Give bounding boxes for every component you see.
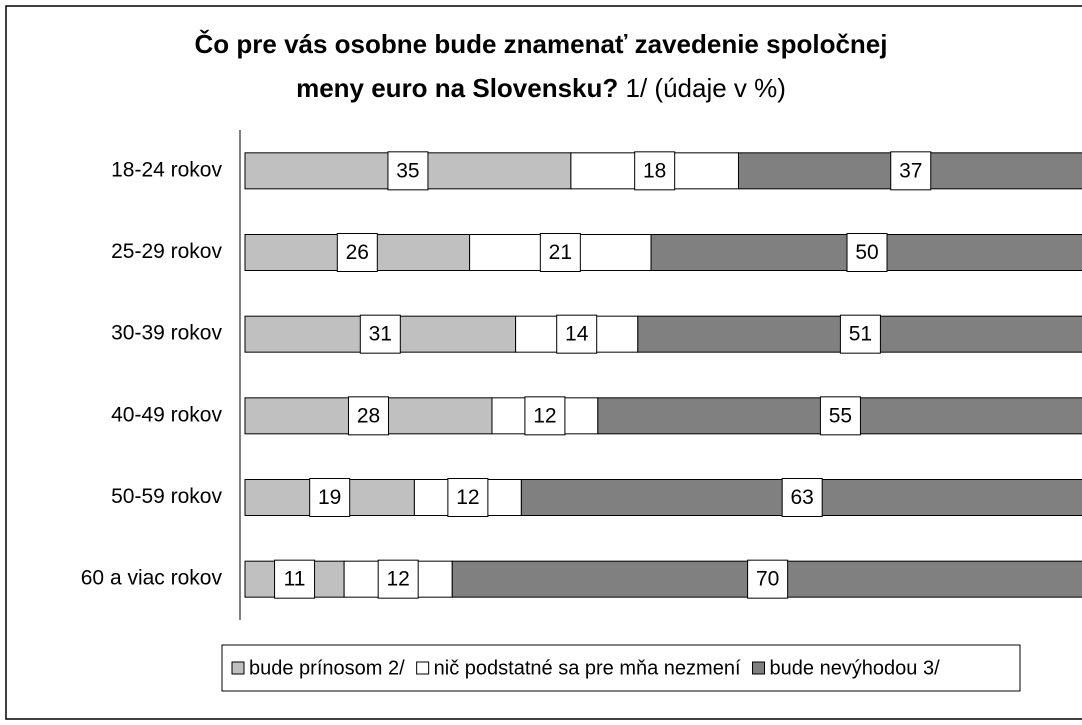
y-tick-label: 30-39 rokov bbox=[111, 322, 222, 345]
data-label-box bbox=[347, 396, 389, 436]
data-label: 12 bbox=[387, 568, 410, 591]
data-label-box bbox=[336, 233, 378, 272]
data-label: 12 bbox=[456, 486, 479, 509]
data-label-box bbox=[539, 233, 581, 272]
data-label-box bbox=[634, 151, 676, 191]
data-label-box bbox=[447, 478, 489, 517]
data-label-box bbox=[377, 559, 419, 599]
legend-label: bude nevýhodou 3/ bbox=[770, 657, 941, 679]
data-label-box bbox=[819, 396, 861, 436]
data-label: 21 bbox=[549, 241, 572, 264]
data-label-box bbox=[359, 314, 401, 354]
data-label: 50 bbox=[855, 241, 878, 264]
data-label-box bbox=[524, 396, 566, 436]
legend-swatch bbox=[416, 661, 430, 675]
y-tick-label: 18-24 rokov bbox=[111, 158, 222, 181]
y-tick-label: 40-49 rokov bbox=[111, 403, 222, 426]
y-tick-label: 50-59 rokov bbox=[111, 485, 222, 508]
data-label-box bbox=[274, 559, 316, 599]
legend-label: bude prínosom 2/ bbox=[249, 657, 405, 679]
data-label-box bbox=[387, 151, 429, 191]
data-label: 28 bbox=[357, 404, 380, 427]
data-label: 70 bbox=[756, 568, 779, 591]
legend-box bbox=[221, 644, 1021, 692]
legend-label: nič podstatné sa pre mňa nezmení bbox=[434, 657, 741, 679]
data-label: 51 bbox=[849, 323, 872, 346]
data-label: 14 bbox=[565, 323, 589, 346]
y-tick-label: 60 a viac rokov bbox=[81, 567, 223, 590]
data-label-box bbox=[309, 478, 351, 517]
data-label: 18 bbox=[643, 159, 666, 182]
data-label: 63 bbox=[791, 486, 814, 509]
data-label-box bbox=[747, 559, 789, 599]
data-label-box bbox=[839, 314, 881, 354]
data-label-box bbox=[556, 314, 598, 354]
chart-title: Čo pre vás osobne bude znamenať zavedeni… bbox=[195, 29, 888, 103]
data-label-box bbox=[781, 478, 823, 517]
data-label: 12 bbox=[533, 404, 556, 427]
data-label: 37 bbox=[899, 159, 922, 182]
legend-swatch bbox=[752, 661, 766, 675]
chart-border bbox=[5, 5, 1082, 720]
data-label: 11 bbox=[284, 568, 306, 591]
data-label: 55 bbox=[829, 404, 852, 427]
data-label: 35 bbox=[396, 159, 419, 182]
data-label-box bbox=[846, 233, 888, 272]
data-label: 26 bbox=[346, 241, 369, 264]
data-label: 31 bbox=[369, 323, 392, 346]
data-label-box bbox=[890, 151, 932, 191]
legend-swatch bbox=[231, 661, 245, 675]
data-label: 19 bbox=[318, 486, 341, 509]
y-tick-label: 25-29 rokov bbox=[111, 240, 222, 263]
